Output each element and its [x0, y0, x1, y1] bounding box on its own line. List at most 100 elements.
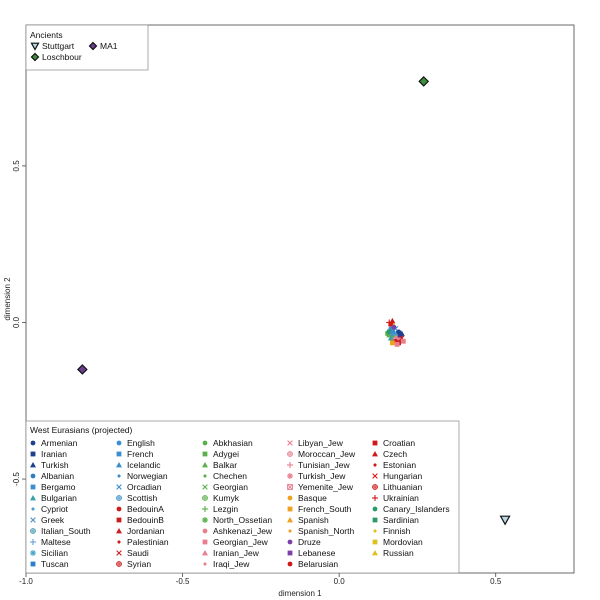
legend-label: Bergamo	[41, 482, 76, 492]
legend-label: Stuttgart	[42, 41, 75, 51]
cluster-point	[389, 327, 395, 333]
legend-label: Balkar	[213, 460, 237, 470]
cluster-point	[400, 338, 406, 344]
legend-marker	[88, 41, 98, 51]
legend-marker	[372, 440, 378, 446]
legend-label: Lezgin	[213, 504, 238, 514]
legend-label: Kumyk	[213, 493, 240, 503]
legend-marker	[116, 495, 122, 501]
legend-marker	[287, 506, 293, 512]
modern-legend: West Eurasians (projected) ArmenianIrani…	[25, 420, 460, 574]
ancient-point-ma1	[77, 364, 88, 375]
legend-label: Belarusian	[298, 559, 338, 569]
legend-label: Moroccan_Jew	[298, 449, 356, 459]
legend-marker	[116, 528, 122, 534]
legend-marker	[30, 462, 36, 468]
legend-marker	[202, 440, 208, 446]
legend-marker	[288, 529, 292, 533]
legend-marker	[287, 517, 293, 523]
legend-marker	[31, 507, 35, 511]
legend-marker	[116, 462, 122, 468]
legend-label: English	[127, 438, 155, 448]
legend-label: Hungarian	[383, 471, 422, 481]
legend-label: Spanish_North	[298, 526, 355, 536]
legend-marker	[30, 561, 36, 567]
legend-label: Abkhasian	[213, 438, 253, 448]
cluster-point	[389, 317, 396, 324]
legend-marker	[202, 462, 208, 468]
legend-label: Loschbour	[42, 52, 82, 62]
legend-label: Orcadian	[127, 482, 162, 492]
modern-legend-box	[25, 420, 460, 574]
legend-label: Druze	[298, 537, 321, 547]
y-tick-label: 0.5	[12, 160, 21, 172]
ancient-point-loschbour	[418, 76, 430, 87]
legend-marker	[287, 484, 293, 490]
legend-label: Russian	[383, 548, 414, 558]
legend-label: Greek	[41, 515, 65, 525]
ancients-legend-box	[25, 24, 149, 71]
x-tick-label: 0.5	[490, 577, 502, 586]
legend-label: Armenian	[41, 438, 78, 448]
legend-marker	[372, 484, 378, 490]
legend-marker	[287, 462, 293, 468]
legend-marker	[203, 562, 207, 566]
legend-label: Canary_Islanders	[383, 504, 450, 514]
y-tick-label: 0.0	[12, 316, 21, 328]
legend-label: Basque	[298, 493, 327, 503]
legend-marker	[202, 517, 208, 523]
legend-marker	[30, 451, 36, 457]
legend-marker	[287, 451, 293, 457]
legend-label: BedouinA	[127, 504, 164, 514]
legend-marker	[202, 539, 208, 545]
legend-label: Georgian	[213, 482, 248, 492]
legend-label: Lebanese	[298, 548, 336, 558]
legend-label: Icelandic	[127, 460, 161, 470]
cluster-point	[388, 321, 394, 327]
legend-marker	[116, 561, 122, 567]
legend-label: Estonian	[383, 460, 416, 470]
x-axis-title: dimension 1	[278, 589, 322, 598]
legend-marker	[287, 539, 293, 545]
legend-label: Adygei	[213, 449, 239, 459]
cluster-point	[387, 335, 394, 341]
legend-label: Maltese	[41, 537, 71, 547]
legend-label: BedouinB	[127, 515, 164, 525]
cluster-point	[386, 329, 392, 335]
legend-label: Iranian	[41, 449, 67, 459]
legend-marker	[30, 440, 36, 446]
legend-marker	[202, 506, 208, 512]
cluster-point	[394, 342, 400, 347]
legend-label: Chechen	[213, 471, 247, 481]
legend-marker	[30, 539, 36, 545]
legend-marker	[372, 550, 378, 556]
legend-label: Yemenite_Jew	[298, 482, 354, 492]
axes: -1.0 -0.5 0.0 0.5 -0.5 0.0 0.5	[12, 160, 502, 586]
legend-marker	[116, 451, 122, 457]
legend-marker	[203, 474, 207, 478]
legend-marker	[202, 495, 208, 501]
legend-marker	[287, 550, 293, 556]
x-tick-label: -0.5	[176, 577, 190, 586]
legend-marker	[202, 451, 208, 457]
legend-marker	[116, 484, 122, 490]
legend-label: Ukrainian	[383, 493, 419, 503]
legend-marker	[30, 495, 36, 501]
cluster-point	[389, 330, 396, 337]
legend-marker	[30, 517, 36, 523]
legend-marker	[287, 440, 293, 446]
legend-marker	[287, 561, 293, 567]
legend-marker	[30, 42, 40, 51]
legend-label: Libyan_Jew	[298, 438, 344, 448]
legend-label: Sicilian	[41, 548, 68, 558]
x-tick-label: -1.0	[19, 577, 33, 586]
ancients-legend-title: Ancients	[30, 30, 63, 40]
legend-label: Croatian	[383, 438, 415, 448]
legend-label: Ashkenazi_Jew	[213, 526, 273, 536]
data-points	[77, 76, 511, 526]
legend-marker	[30, 52, 40, 62]
legend-marker	[116, 517, 122, 523]
legend-label: Saudi	[127, 548, 149, 558]
legend-label: Syrian	[127, 559, 151, 569]
legend-marker	[116, 440, 122, 446]
